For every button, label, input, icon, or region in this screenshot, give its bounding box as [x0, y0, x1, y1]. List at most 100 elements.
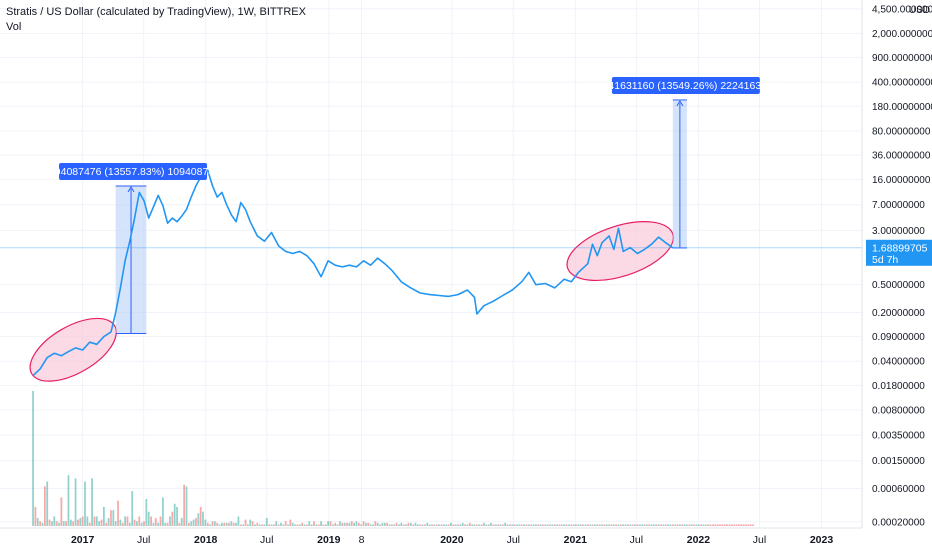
volume-bar: [740, 524, 743, 526]
time-tick-label: 2021: [564, 534, 588, 546]
volume-bar: [329, 521, 332, 526]
volume-bar: [291, 522, 294, 526]
volume-bar: [67, 475, 70, 526]
volume-bar: [645, 524, 648, 526]
price-tick-label: 0.00800000: [872, 405, 925, 416]
last-price-tag[interactable]: [866, 239, 932, 266]
range-labels[interactable]: 10.94087476 (13557.83%) 1094087476 222.41…: [40, 76, 784, 180]
time-tick-label: 2018: [194, 534, 218, 546]
volume-bar: [542, 524, 544, 526]
volume-bar: [617, 524, 620, 526]
volume-bar: [426, 522, 429, 526]
volume-bar: [237, 516, 240, 526]
volume-bar: [388, 524, 391, 526]
volume-bar: [315, 524, 318, 526]
time-tick-label: Jul: [753, 534, 766, 546]
volume-bar: [400, 522, 403, 526]
volume-bar: [440, 524, 443, 526]
volume-bar: [752, 524, 754, 526]
volume-bar: [704, 524, 707, 526]
volume-bar: [154, 518, 157, 526]
volume-bar: [204, 519, 207, 526]
volume-bar: [197, 513, 200, 526]
volume-bar: [242, 524, 245, 526]
volume-bar: [93, 516, 96, 526]
volume-bar: [511, 524, 514, 526]
volume-bar: [350, 521, 353, 526]
volume-bar: [383, 522, 386, 526]
volume-bar: [112, 510, 115, 526]
price-tick-label: 180.00000000: [872, 102, 932, 113]
price-tick-label: 2,000.00000000: [872, 29, 932, 40]
volume-bar: [509, 524, 511, 526]
price-series-line[interactable]: [32, 169, 674, 377]
range-boxes[interactable]: [115, 99, 687, 334]
volume-bar: [55, 521, 58, 526]
range-label-box[interactable]: [611, 76, 760, 94]
price-tick-label: 3.00000000: [872, 226, 925, 237]
volume-bar: [695, 524, 698, 526]
time-tick-label: 8: [359, 534, 365, 546]
volume-bar: [676, 524, 679, 526]
volume-bar: [527, 524, 530, 526]
volume-bar: [98, 521, 101, 526]
volume-bar: [416, 524, 419, 526]
volume-bar: [468, 522, 471, 526]
volume-bar: [102, 506, 105, 526]
volume-bar: [223, 522, 226, 526]
volume-indicator-label[interactable]: Vol: [6, 21, 22, 33]
range-label-text: 10.94087476 (13557.83%) 1094087476: [40, 166, 226, 178]
volume-bar: [69, 519, 72, 526]
range-label-box[interactable]: [59, 162, 208, 180]
volume-bar: [171, 511, 174, 526]
volume-bar: [246, 524, 249, 526]
volume-bar: [445, 524, 448, 526]
volume-bar: [638, 524, 641, 526]
volume-bar: [136, 521, 138, 526]
volume-bar: [62, 521, 65, 526]
volume-bar: [733, 524, 736, 526]
volume-bar: [405, 524, 407, 526]
volume-bar: [374, 521, 377, 526]
volume-bar: [577, 524, 580, 526]
volume-bar: [707, 524, 710, 526]
volume-bar: [447, 524, 450, 526]
range-arrow-head-icon: [676, 99, 684, 107]
volume-bar: [461, 522, 464, 526]
chart-title: Stratis / US Dollar (calculated by Tradi…: [6, 6, 306, 18]
volume-bar: [584, 524, 587, 526]
volume-bar: [239, 524, 242, 526]
volume-bar: [357, 522, 360, 526]
volume-bar: [492, 524, 495, 526]
volume-bar: [284, 521, 287, 526]
volume-bar: [419, 524, 422, 526]
volume-bar: [435, 524, 438, 526]
volume-bar: [128, 522, 131, 526]
time-axis[interactable]: 2017 Jul 2018 Jul 2019 8 2020 Jul 2021 Jul 2022 Jul…: [0, 527, 862, 546]
volume-bar: [258, 524, 261, 526]
volume-bar: [688, 524, 691, 526]
volume-bar: [348, 522, 351, 526]
volume-bar: [570, 524, 573, 526]
volume-bar: [317, 524, 320, 526]
volume-bar: [355, 521, 358, 526]
volume-bar: [126, 516, 129, 526]
volume-bar: [402, 524, 405, 526]
volume-bar: [95, 516, 98, 526]
volume-bar: [603, 524, 606, 526]
volume-bar: [709, 524, 712, 526]
volume-bar: [280, 522, 282, 526]
volume-bar: [379, 524, 381, 526]
volume-bar: [202, 511, 204, 526]
volume-bar: [369, 524, 372, 526]
volume-bar: [433, 524, 436, 526]
volume-bar: [679, 524, 681, 526]
volume-bar: [407, 522, 410, 526]
volume-bar: [657, 524, 660, 526]
volume-bar: [438, 524, 440, 526]
volume-bar: [372, 524, 374, 526]
volume-bar: [393, 524, 396, 526]
